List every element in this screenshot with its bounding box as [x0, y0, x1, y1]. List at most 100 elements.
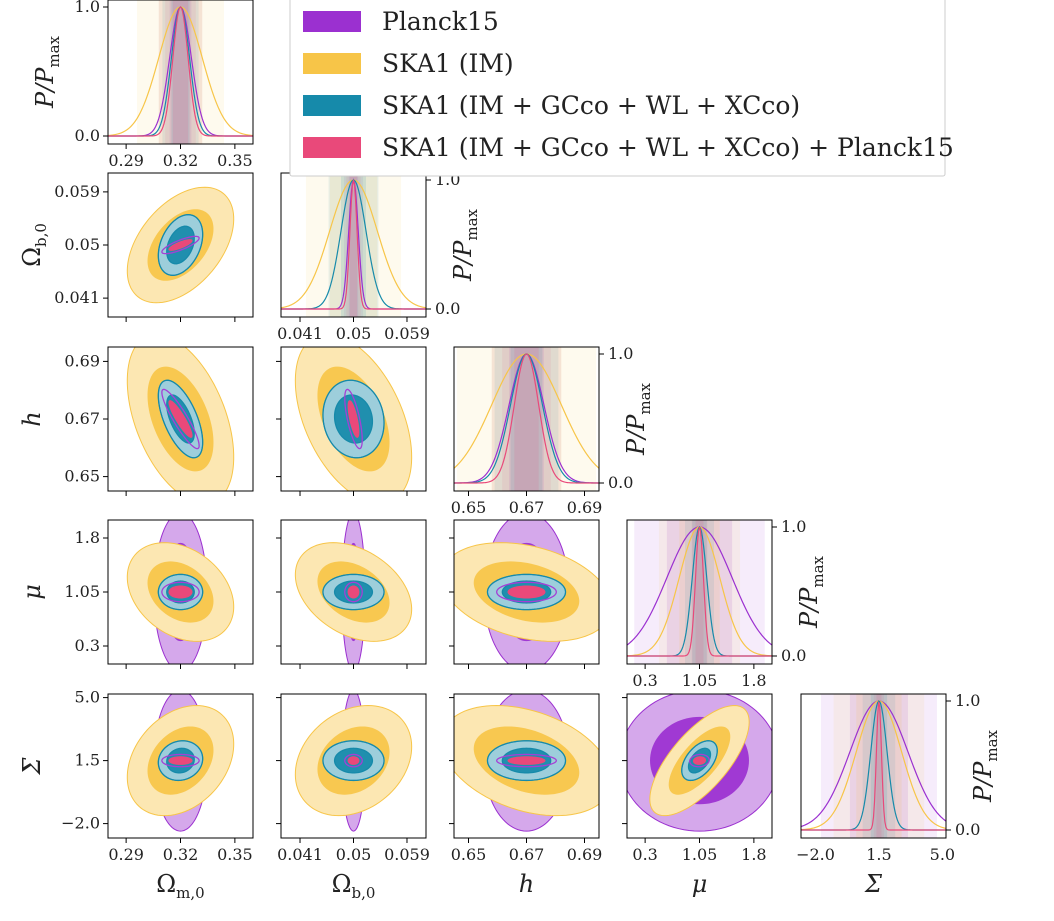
band-68-3: [172, 0, 189, 144]
panel-ob-mu: [294, 520, 413, 664]
contour-95-outline-3: [496, 753, 557, 768]
contour-68-fill-3: [168, 585, 193, 599]
band-68-1: [491, 347, 562, 491]
legend-label-0: Planck15: [382, 7, 499, 36]
contour-68-outline-2: [166, 580, 195, 604]
band-95-0: [491, 347, 562, 491]
band-95-1: [833, 694, 925, 838]
diag-axis-label-main: P/P: [795, 587, 823, 629]
band-68-1: [158, 0, 203, 144]
contour-95-outline-2: [322, 573, 385, 611]
diag-axis-label-sub: max: [463, 208, 481, 240]
legend-frame: [289, 0, 946, 177]
diag-axis-label: P/Pmax: [969, 729, 1001, 803]
x-tick-label: 1.05: [682, 845, 718, 864]
panels: [103, 0, 951, 843]
band-95-2: [862, 694, 896, 838]
x-axis-label-main: Ω: [332, 870, 352, 898]
contour-68-outline-2: [166, 394, 195, 444]
diag-tick-label: 1.0: [955, 691, 980, 710]
y-axis-label-sig: Σ: [18, 756, 46, 775]
diag-x-tick-label: 0.3: [632, 671, 657, 690]
contour-95-outline-2: [322, 740, 385, 782]
posterior-3: [281, 179, 426, 310]
band-68-1: [679, 520, 720, 664]
contour-68-fill-3: [692, 756, 707, 765]
band-95-1: [137, 0, 224, 144]
panel-om-sig: [126, 694, 235, 832]
diag-axis-label-sub: max: [809, 555, 827, 587]
diag-tick-label: 0.0: [955, 820, 980, 839]
x-tick-label: 1.8: [741, 845, 766, 864]
diag-tick-label: 1.0: [781, 517, 806, 536]
panel-om-ob: [126, 186, 235, 304]
band-68-0: [348, 173, 359, 317]
x-axis-label-main: h: [519, 870, 534, 898]
legend-label-3: SKA1 (IM + GCco + WL + XCco) + Planck15: [382, 133, 954, 162]
x-tick-label: 0.29: [108, 845, 144, 864]
diag-x-tick-label: 1.05: [682, 671, 718, 690]
contour-95-outline-2: [157, 573, 204, 611]
band-95-1: [658, 520, 741, 664]
diag-tick-label: 1.0: [75, 0, 100, 16]
diag-tick-label: 1.0: [608, 344, 633, 363]
x-tick-label: 0.32: [163, 845, 199, 864]
diag-tick-label: 0.0: [781, 646, 806, 665]
panel-mu-sig: [627, 694, 772, 832]
diag-panel-sig: [801, 694, 946, 838]
diag-axis-label-main: P/P: [449, 240, 477, 282]
diag-x-tick-label: 0.65: [451, 498, 487, 517]
x-axis-label-om: Ωm,0: [156, 870, 204, 902]
legend-swatch-1: [303, 53, 361, 74]
contour-68-outline-2: [501, 747, 552, 774]
x-axis-label-ob: Ωb,0: [332, 870, 376, 902]
y-tick-label: 0.041: [54, 288, 100, 307]
contour-95-outline-2: [157, 740, 204, 782]
y-tick-label: 1.8: [75, 528, 100, 547]
x-tick-label: 0.041: [277, 845, 323, 864]
diag-x-tick-label: 0.32: [163, 151, 199, 170]
contour-68-outline-2: [687, 747, 712, 774]
band-68-1: [329, 173, 378, 317]
contour-68-outline-2: [333, 580, 374, 604]
x-tick-label: 0.059: [384, 845, 430, 864]
band-95-2: [328, 173, 379, 317]
y-tick-label: −2.0: [61, 814, 100, 833]
diag-panel-ob: [281, 173, 426, 317]
diag-axis-label-sub: max: [45, 35, 63, 67]
diag-x-tick-label: 1.8: [741, 671, 766, 690]
band-95-0: [158, 0, 203, 144]
diag-axis-label-sub: max: [983, 729, 1001, 761]
contour-95-outline-3: [344, 581, 363, 603]
band-68-2: [692, 520, 707, 664]
diag-panel-mu: [627, 520, 772, 664]
diag-x-tick-label: 0.67: [509, 498, 545, 517]
x-tick-label: 0.35: [217, 845, 253, 864]
posterior-1: [801, 700, 946, 831]
contour-95-outline-3: [689, 753, 710, 768]
contour-68-outline-2: [166, 225, 195, 265]
x-tick-label: 0.3: [632, 845, 657, 864]
diag-x-tick-label: 0.35: [217, 151, 253, 170]
band-68-0: [849, 694, 908, 838]
x-tick-label: 0.05: [336, 845, 372, 864]
diag-axis-label: P/Pmax: [795, 555, 827, 629]
band-68-3: [349, 173, 358, 317]
band-68-3: [876, 694, 882, 838]
contour-68-fill-3: [168, 400, 193, 438]
x-tick-label: −2.0: [796, 845, 835, 864]
diag-x-tick-label: 0.059: [384, 324, 430, 343]
x-axis-label-sig: Σ: [864, 870, 883, 898]
contour-95-outline-3: [344, 753, 363, 768]
y-tick-label: 0.65: [64, 467, 100, 486]
y-tick-label: 0.69: [64, 351, 100, 370]
y-axis-label-mu: μ: [18, 584, 46, 600]
y-tick-label: 0.05: [64, 235, 100, 254]
posterior-3: [108, 6, 253, 137]
band-95-1: [456, 347, 597, 491]
band-95-1: [305, 173, 402, 317]
band-68-2: [341, 173, 366, 317]
panel-frame: [800, 693, 947, 839]
contour-68-fill-3: [347, 585, 360, 599]
